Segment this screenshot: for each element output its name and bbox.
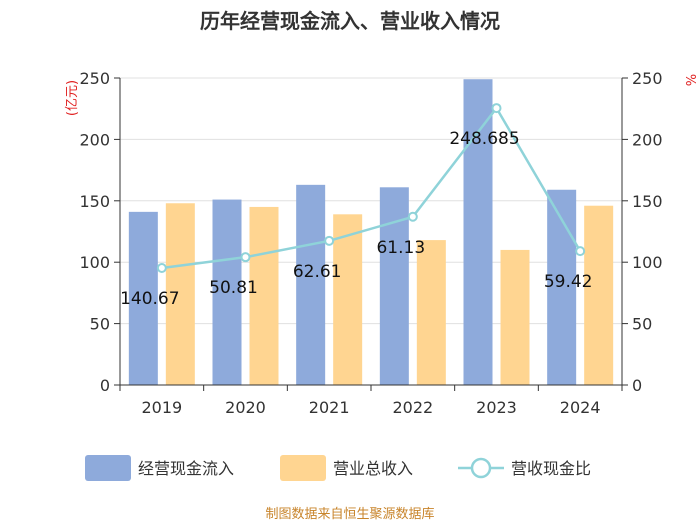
- y-right-axis-label: %: [682, 74, 697, 86]
- y-right-tick-label: 100: [632, 253, 663, 272]
- data-label: 50.81: [209, 278, 258, 298]
- x-tick-label: 2019: [141, 398, 182, 417]
- legend-label-cash-inflow: 经营现金流入: [138, 459, 234, 478]
- legend-swatch-cash-inflow: [85, 455, 131, 481]
- bar-revenue: [416, 240, 446, 385]
- ratio-point: [491, 103, 502, 114]
- ratio-point: [324, 235, 335, 246]
- data-label: 62.61: [293, 262, 342, 282]
- y-right-tick-label: 0: [632, 376, 642, 395]
- bar-revenue: [249, 206, 279, 385]
- x-tick-label: 2023: [476, 398, 517, 417]
- x-tick-label: 2022: [392, 398, 433, 417]
- ratio-point: [575, 246, 586, 257]
- legend-marker-ratio: [470, 457, 492, 479]
- data-label: 61.13: [376, 238, 425, 258]
- legend-label-ratio: 营收现金比: [511, 459, 591, 478]
- bar-cash-inflow: [547, 189, 577, 385]
- y-left-tick-label: 150: [79, 192, 110, 211]
- y-left-tick-label: 250: [79, 69, 110, 88]
- bar-revenue: [165, 203, 195, 385]
- chart-title: 历年经营现金流入、营业收入情况: [200, 9, 500, 33]
- bar-cash-inflow: [128, 211, 158, 385]
- y-right-tick-label: 50: [632, 315, 652, 334]
- x-tick-label: 2020: [225, 398, 266, 417]
- data-label: 59.42: [544, 272, 593, 292]
- legend-label-revenue: 营业总收入: [333, 459, 413, 478]
- axes: 0 50 100 150 200 250 0 50 100 150 200 250 2019 2020 20…: [79, 69, 662, 417]
- y-left-tick-label: 200: [79, 130, 110, 149]
- ratio-point: [240, 252, 251, 263]
- ratio-line-path: [161, 105, 582, 270]
- y-right-tick-label: 150: [632, 192, 663, 211]
- legend-swatch-revenue: [280, 455, 326, 481]
- ratio-point: [407, 211, 418, 222]
- y-right-tick-label: 250: [632, 69, 663, 88]
- y-right-tick-label: 200: [632, 130, 663, 149]
- bars: [128, 79, 614, 385]
- bar-revenue: [500, 249, 530, 385]
- y-left-axis-label: (亿元): [65, 80, 80, 116]
- bar-cash-inflow: [379, 187, 409, 385]
- data-labels: 140.67 50.81 62.61 61.13 248.685 59.42: [120, 129, 592, 309]
- source-note: 制图数据来自恒生聚源数据库: [265, 506, 434, 522]
- bar-revenue: [333, 214, 363, 385]
- y-left-tick-label: 100: [79, 253, 110, 272]
- ratio-line: [156, 103, 586, 274]
- ratio-point: [156, 263, 167, 274]
- data-label: 140.67: [120, 289, 179, 309]
- bar-cash-inflow: [212, 199, 242, 385]
- bar-cash-inflow: [296, 184, 326, 385]
- data-label: 248.685: [449, 129, 519, 149]
- x-tick-label: 2021: [309, 398, 350, 417]
- x-tick-label: 2024: [560, 398, 601, 417]
- legend: 经营现金流入 营业总收入 营收现金比: [85, 455, 591, 481]
- bar-cash-inflow: [463, 79, 493, 385]
- y-left-tick-label: 0: [100, 376, 110, 395]
- bar-revenue: [584, 205, 614, 385]
- y-left-tick-label: 50: [90, 315, 110, 334]
